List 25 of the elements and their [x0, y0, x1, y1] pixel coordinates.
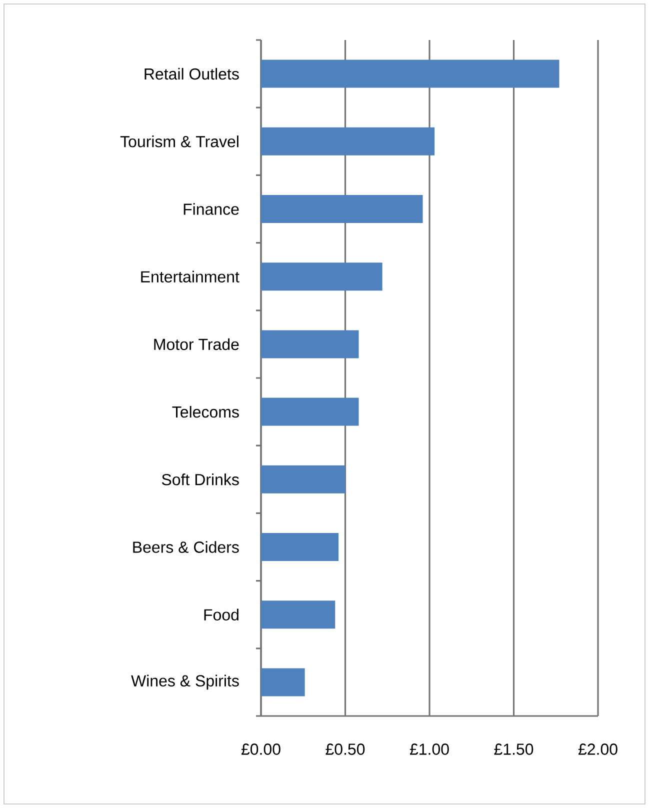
- y-tick-label: Beers & Ciders: [133, 541, 239, 553]
- bar: [261, 195, 423, 224]
- y-tick-label: Motor Trade: [154, 338, 239, 350]
- bar: [261, 330, 359, 358]
- y-tick-label: Retail Outlets: [144, 68, 239, 80]
- bar: [261, 465, 346, 494]
- y-tick-label: Tourism & Travel: [120, 136, 238, 148]
- bar: [261, 60, 560, 88]
- x-tick-label: £1.50: [494, 744, 534, 755]
- y-tick-label: Soft Drinks: [162, 474, 239, 486]
- x-tick-label: £2.00: [578, 744, 618, 755]
- bar: [261, 262, 382, 291]
- bar: [261, 668, 305, 696]
- y-tick-label: Entertainment: [141, 270, 240, 282]
- y-tick-label: Wines & Spirits: [131, 674, 239, 690]
- bar: [261, 398, 359, 426]
- bar: [261, 127, 435, 156]
- y-tick-label: Food: [204, 608, 238, 620]
- y-tick-label: Telecoms: [172, 406, 239, 418]
- bar: [261, 533, 339, 562]
- x-tick-label: £1.00: [410, 744, 449, 755]
- x-tick-label: £0.00: [241, 744, 280, 755]
- x-tick-label: £0.50: [326, 744, 365, 755]
- bar: [261, 600, 336, 629]
- y-tick-label: Finance: [184, 203, 239, 215]
